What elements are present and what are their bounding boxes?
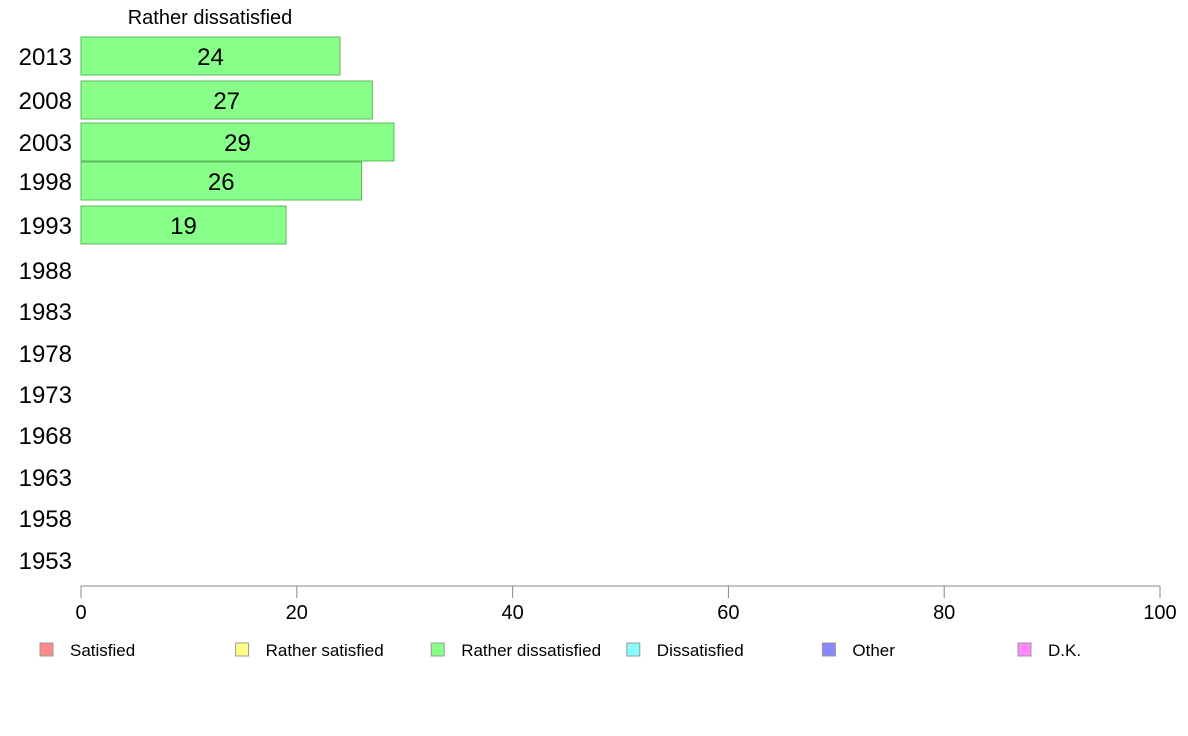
year-label: 1958	[19, 506, 72, 533]
legend-label: Rather dissatisfied	[461, 641, 601, 660]
year-label: 1953	[19, 548, 72, 575]
series-title: Rather dissatisfied	[128, 7, 293, 29]
legend: Satisfied Rather satisfied Rather dissatis…	[39, 641, 1081, 660]
year-label: 1983	[19, 299, 72, 326]
legend-label: Dissatisfied	[657, 641, 744, 660]
x-tick-label: 100	[1143, 602, 1176, 624]
bar	[80, 161, 363, 201]
x-tick-label: 20	[286, 602, 308, 624]
year-label: 1963	[19, 465, 72, 492]
legend-swatch	[1017, 642, 1032, 657]
year-label: 2013	[19, 44, 72, 71]
legend-swatch	[430, 642, 445, 657]
bar-value-label: 27	[213, 88, 240, 115]
year-label: 1978	[19, 341, 72, 368]
year-label: 1968	[19, 423, 72, 450]
year-label: 2008	[19, 88, 72, 115]
legend-label: Rather satisfied	[266, 641, 384, 660]
bar	[80, 205, 287, 245]
legend-label: Other	[852, 641, 895, 660]
legend-label: D.K.	[1048, 641, 1081, 660]
year-label: 1988	[19, 258, 72, 285]
legend-swatch	[39, 642, 54, 657]
year-label: 1993	[19, 213, 72, 240]
x-tick-label: 60	[717, 602, 739, 624]
bar-value-label: 26	[208, 169, 235, 196]
x-tick-label: 80	[933, 602, 955, 624]
bar-value-label: 29	[224, 130, 251, 157]
year-labels: 2013 2008 2003 1998 1993 1988 1983 1978 1973 1968…	[19, 44, 72, 575]
year-label: 1998	[19, 169, 72, 196]
x-tick-label: 0	[75, 602, 86, 624]
bars: 24 27 29 26 19	[80, 36, 395, 245]
legend-swatch	[626, 642, 641, 657]
x-tick-label: 40	[501, 602, 523, 624]
legend-swatch	[821, 642, 836, 657]
bar	[80, 122, 395, 162]
year-label: 2003	[19, 130, 72, 157]
legend-swatch	[235, 642, 250, 657]
year-label: 1973	[19, 382, 72, 409]
bar-value-label: 24	[197, 44, 224, 71]
bar-value-label: 19	[170, 213, 197, 240]
bar	[80, 36, 341, 76]
x-axis: 0 20 40 60 80 100	[75, 585, 1177, 624]
bar	[80, 80, 373, 120]
legend-label: Satisfied	[70, 641, 135, 660]
